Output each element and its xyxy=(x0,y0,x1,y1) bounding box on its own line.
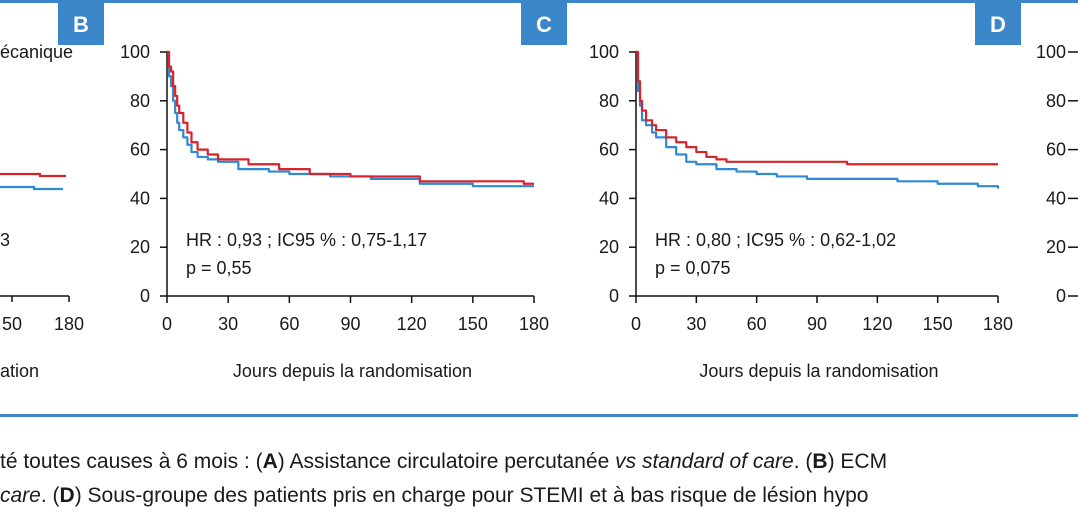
caption-run: care xyxy=(0,484,41,507)
x-tick-label: 0 xyxy=(631,314,641,334)
caption-run: . ( xyxy=(793,450,813,473)
blue-survival-curve xyxy=(636,50,1000,189)
panel-d-y-tick-label: 0 xyxy=(1056,286,1066,306)
x-tick-label: 30 xyxy=(686,314,706,334)
caption-run: ) Sous-groupe des patients pris en charg… xyxy=(74,484,869,507)
panel-letter: D xyxy=(990,12,1006,37)
panel-c-chart: 0 20 40 60 80 100 0 30 60 90 120 150 180 Jours depuis… xyxy=(589,42,1013,381)
red-survival-curve xyxy=(636,50,998,166)
y-tick-label: 40 xyxy=(599,188,619,208)
y-tick-label: 0 xyxy=(609,286,619,306)
panel-letter: B xyxy=(73,12,89,37)
panel-badge-b: B xyxy=(58,3,104,45)
x-tick-label: 90 xyxy=(807,314,827,334)
panel-a-stat-fragment: 3 xyxy=(0,230,10,250)
panel-d-y-tick-label: 20 xyxy=(1046,237,1066,257)
y-tick-label: 60 xyxy=(599,140,619,160)
y-tick-label: 100 xyxy=(589,42,619,62)
x-tick-label: 180 xyxy=(983,314,1013,334)
panel-a-red-curve xyxy=(0,172,66,178)
p-value-annotation: p = 0,075 xyxy=(655,258,731,278)
red-survival-curve xyxy=(167,50,534,185)
x-axis-label: Jours depuis la randomisation xyxy=(699,361,938,381)
y-tick-label: 20 xyxy=(130,237,150,257)
caption-run: ) Assistance circulatoire percutanée xyxy=(277,450,616,473)
panel-letter: C xyxy=(536,12,552,37)
panel-a-blue-curve xyxy=(0,185,63,191)
figure-caption-line-1: té toutes causes à 6 mois : (A) Assistan… xyxy=(0,450,1078,474)
panel-b-chart: 0 20 40 60 80 100 0 30 60 90 120 150 180 Jours depuis… xyxy=(120,42,549,381)
hazard-ratio-annotation: HR : 0,80 ; IC95 % : 0,62-1,02 xyxy=(655,230,896,250)
caption-run: vs standard of care xyxy=(615,450,794,473)
x-tick-label: 150 xyxy=(923,314,953,334)
y-tick-label: 0 xyxy=(140,286,150,306)
panel-d-y-tick-label: 80 xyxy=(1046,91,1066,111)
x-tick-label: 90 xyxy=(340,314,360,334)
x-axis-label: Jours depuis la randomisation xyxy=(233,361,472,381)
hazard-ratio-annotation: HR : 0,93 ; IC95 % : 0,75-1,17 xyxy=(186,230,427,250)
panel-d-y-tick-label: 100 xyxy=(1036,42,1066,62)
caption-run: D xyxy=(59,484,75,507)
panel-badge-d: D xyxy=(975,3,1021,45)
partial-panel-d: 100 80 60 40 20 0 xyxy=(1036,42,1078,306)
x-tick-label: 120 xyxy=(397,314,427,334)
p-value-annotation: p = 0,55 xyxy=(186,258,252,278)
y-tick-label: 100 xyxy=(120,42,150,62)
y-tick-label: 20 xyxy=(599,237,619,257)
caption-run: B xyxy=(812,450,828,473)
y-tick-label: 80 xyxy=(130,91,150,111)
caption-run: A xyxy=(262,450,278,473)
x-tick-label: 150 xyxy=(458,314,488,334)
x-tick-label: 0 xyxy=(162,314,172,334)
panel-a-tick-label: 180 xyxy=(54,314,84,334)
caption-run: ) ECM xyxy=(827,450,888,473)
panel-a-label-fragment: écanique xyxy=(0,42,73,62)
caption-run: té toutes causes à 6 mois : ( xyxy=(0,450,263,473)
figure-caption-line-2: care. (D) Sous-groupe des patients pris … xyxy=(0,484,1078,508)
caption-run: . ( xyxy=(40,484,60,507)
figure: B C D écanique 3 50 180 ation 100 80 60 40 2… xyxy=(0,0,1078,417)
y-tick-label: 60 xyxy=(130,140,150,160)
panel-badge-c: C xyxy=(521,3,567,45)
partial-panel-a: écanique 3 50 180 ation xyxy=(0,42,84,381)
panel-a-tick-label: 50 xyxy=(2,314,22,334)
x-tick-label: 120 xyxy=(862,314,892,334)
panel-d-y-tick-label: 60 xyxy=(1046,140,1066,160)
panel-d-y-tick-label: 40 xyxy=(1046,188,1066,208)
y-tick-label: 40 xyxy=(130,188,150,208)
x-tick-label: 30 xyxy=(218,314,238,334)
x-tick-label: 60 xyxy=(747,314,767,334)
y-tick-label: 80 xyxy=(599,91,619,111)
x-tick-label: 60 xyxy=(279,314,299,334)
panel-a-xlabel-fragment: ation xyxy=(0,361,39,381)
x-tick-label: 180 xyxy=(519,314,549,334)
blue-survival-curve xyxy=(167,50,534,188)
